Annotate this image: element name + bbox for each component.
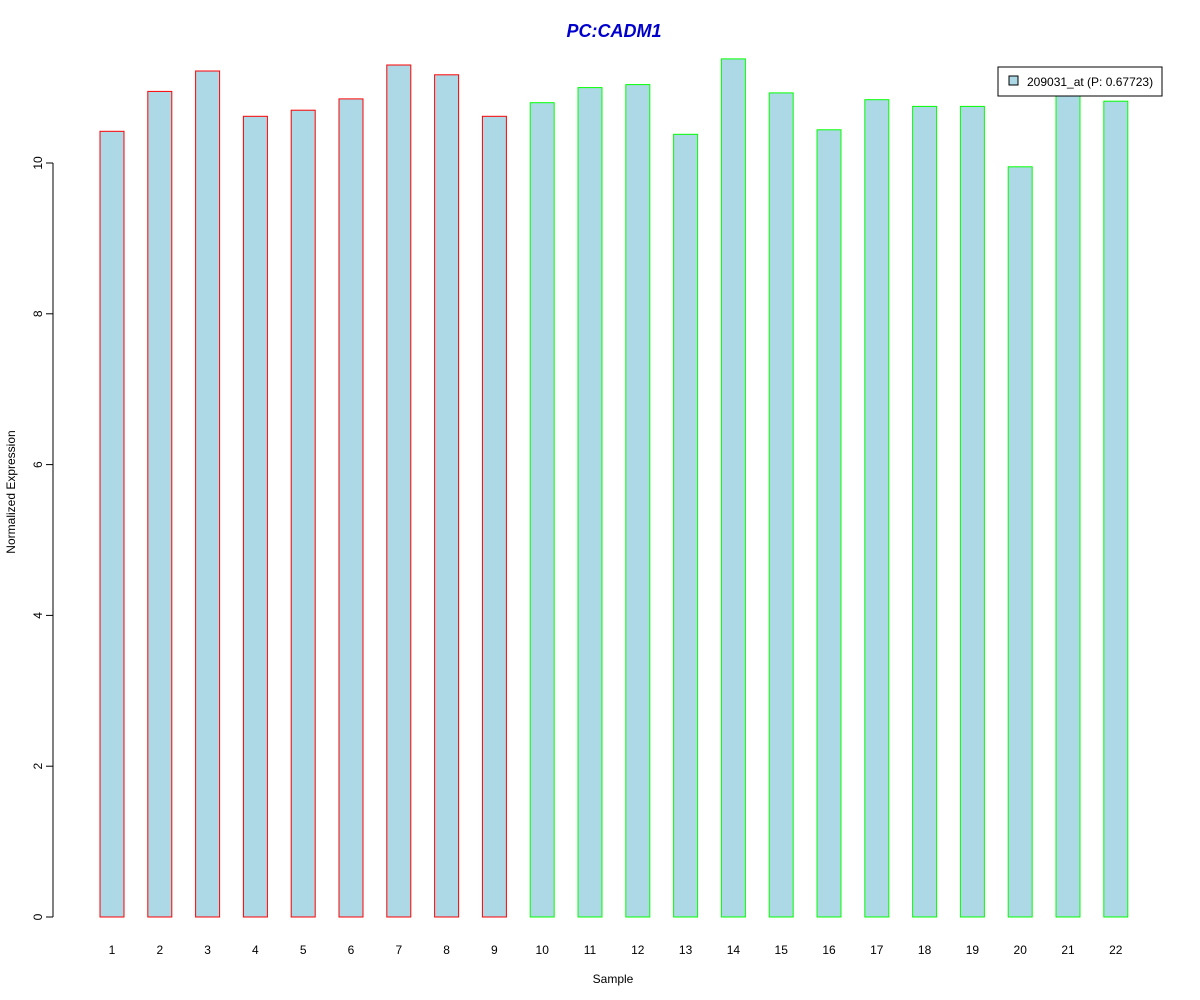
legend-swatch [1008,75,1019,86]
x-tick-label-22: 22 [1109,943,1123,957]
bar-sample-5 [290,109,316,918]
y-tick-label: 2 [31,763,45,770]
bar-sample-8 [434,74,460,918]
bar-sample-13 [673,133,699,918]
x-tick-label-18: 18 [918,943,932,957]
legend-box [997,66,1163,97]
bars-group [99,58,1129,918]
y-axis-title: Normalized Expression [4,430,18,553]
x-tick-label-12: 12 [631,943,645,957]
bar-sample-9 [481,115,507,918]
chart-title: PC:CADM1 [566,21,661,41]
x-tick-label-21: 21 [1061,943,1075,957]
bar-sample-17 [864,99,890,918]
bar-sample-1 [99,130,125,918]
bar-sample-4 [242,115,268,918]
bar-sample-22 [1103,100,1129,918]
x-tick-label-15: 15 [775,943,789,957]
x-tick-label-11: 11 [584,943,597,957]
legend: 209031_at (P: 0.67723) [997,66,1163,97]
y-tick-label: 10 [31,156,45,170]
bar-sample-16 [816,129,842,918]
bar-sample-14 [720,58,746,918]
bar-sample-10 [529,102,555,918]
x-tick-label-14: 14 [727,943,741,957]
x-tick-label-10: 10 [536,943,550,957]
bar-sample-2 [147,90,173,918]
x-tick-label-5: 5 [300,943,307,957]
legend-label: 209031_at (P: 0.67723) [1027,75,1153,89]
y-tick-label: 0 [31,913,45,920]
bar-sample-19 [959,105,985,918]
bar-sample-7 [386,64,412,918]
x-tick-label-19: 19 [966,943,980,957]
y-axis: 0 2 4 6 8 10 [31,156,54,920]
x-tick-label-16: 16 [822,943,836,957]
x-tick-label-17: 17 [870,943,884,957]
bar-sample-21 [1055,90,1081,918]
x-axis-tick-labels: 1 2 3 4 5 6 7 8 9 10 11 12 13 14 15 16 17 18 19 20 21 22 [109,943,1123,957]
y-tick-label: 8 [31,310,45,317]
x-tick-label-6: 6 [348,943,355,957]
y-tick-label: 4 [31,612,45,619]
y-tick-label: 6 [31,461,45,468]
x-tick-label-3: 3 [204,943,211,957]
x-tick-label-9: 9 [491,943,498,957]
x-axis-title: Sample [593,972,634,986]
x-tick-label-4: 4 [252,943,259,957]
x-tick-label-20: 20 [1014,943,1028,957]
x-tick-label-8: 8 [443,943,450,957]
x-tick-label-1: 1 [109,943,116,957]
bar-sample-3 [195,70,221,918]
bar-sample-12 [625,84,651,918]
bar-sample-18 [912,105,938,918]
bar-sample-6 [338,98,364,918]
bar-sample-20 [1007,166,1033,918]
bar-sample-15 [768,92,794,918]
x-tick-label-2: 2 [156,943,163,957]
bar-sample-11 [577,87,603,918]
x-tick-label-13: 13 [679,943,693,957]
x-tick-label-7: 7 [395,943,402,957]
